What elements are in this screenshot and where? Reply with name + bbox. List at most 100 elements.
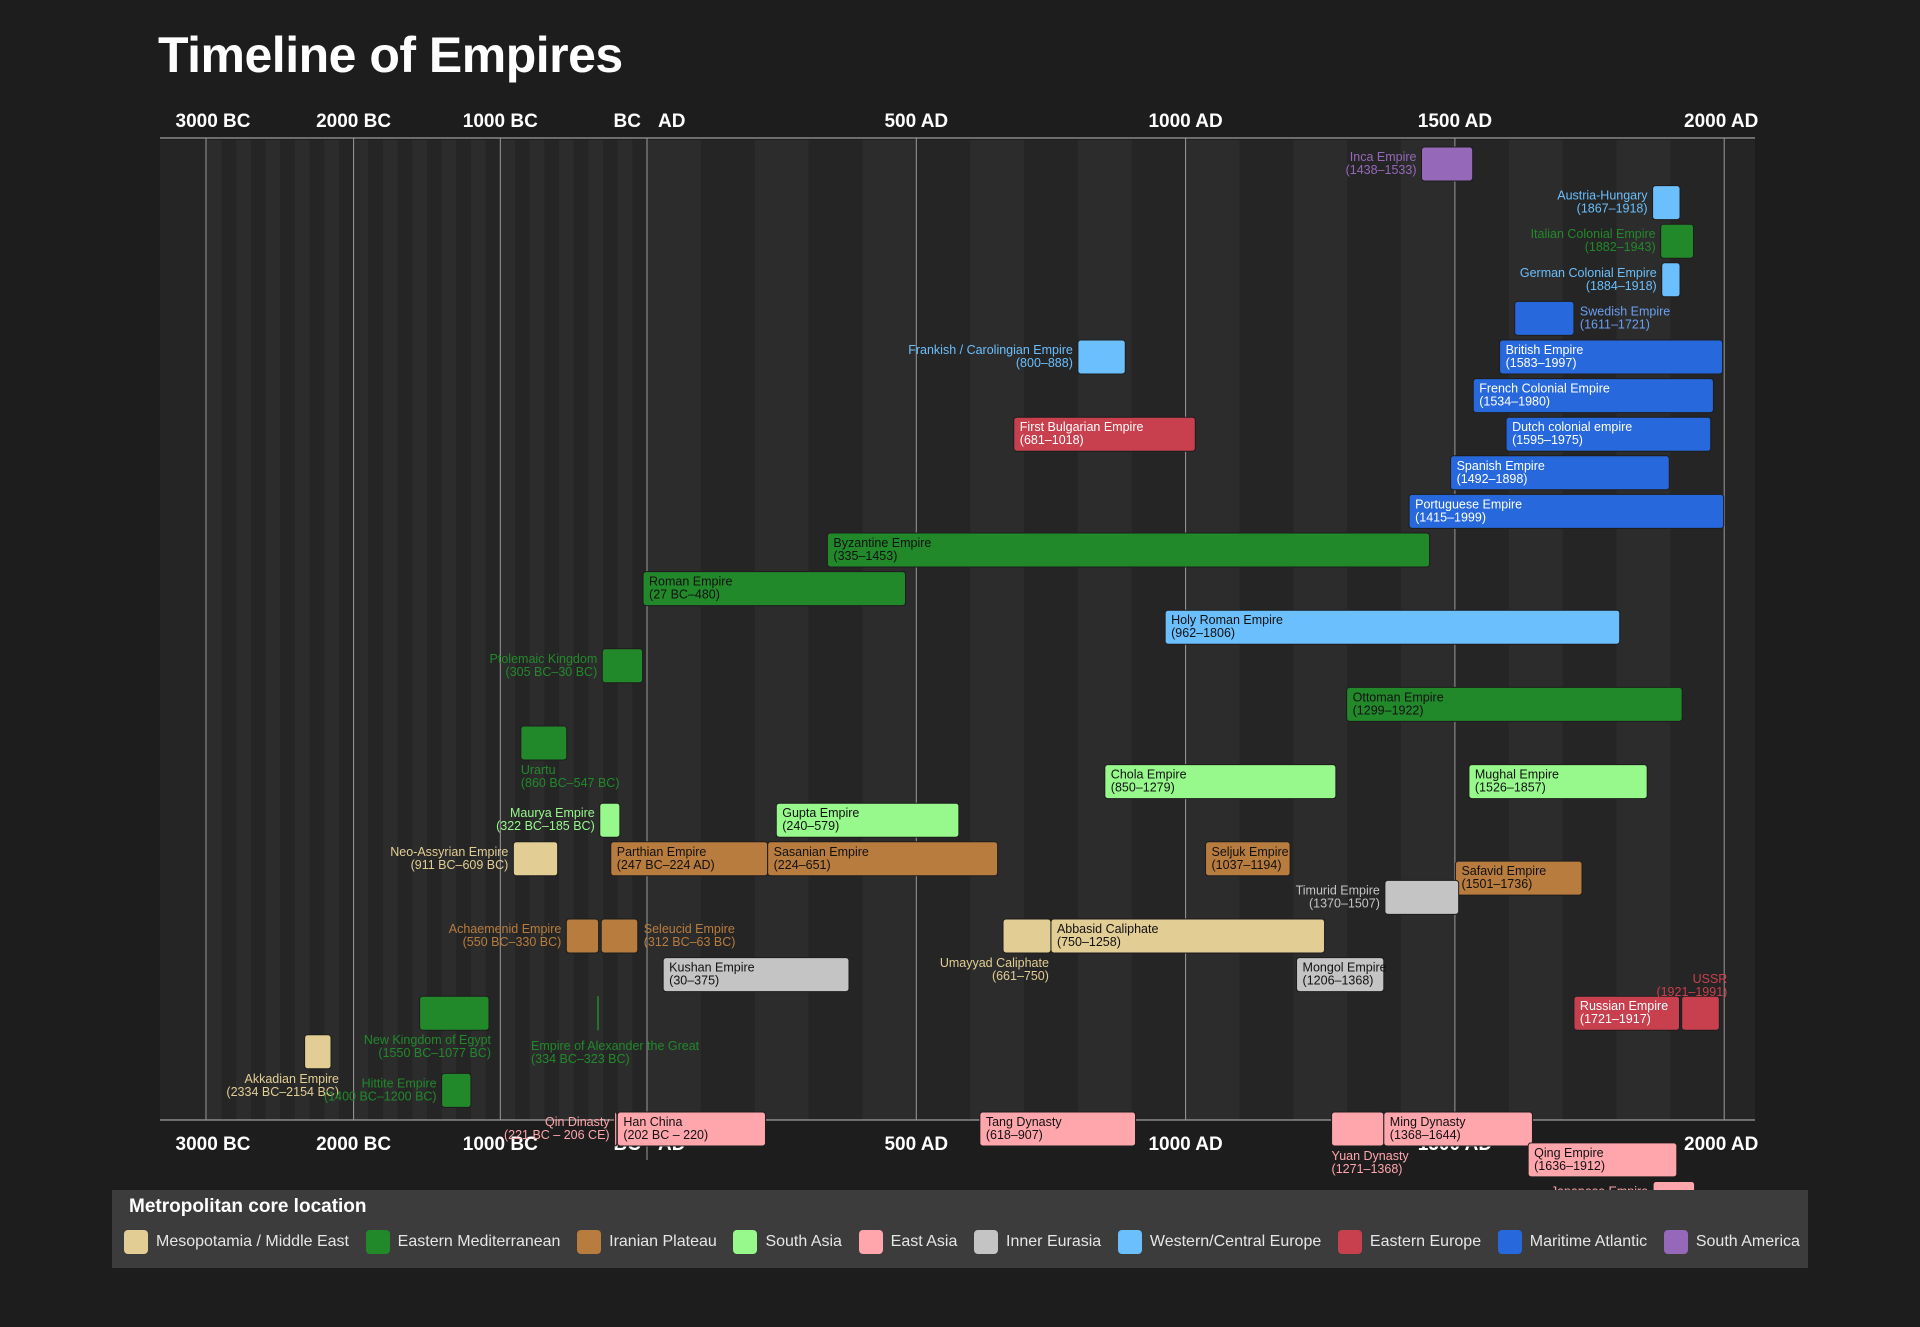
tick-label: 1000 BC — [463, 111, 538, 132]
stripe — [862, 140, 917, 1120]
empire-name: Swedish Empire — [1580, 304, 1670, 318]
empire-dates: (962–1806) — [1171, 626, 1235, 640]
empire-bar — [1499, 339, 1724, 375]
empire-bar — [512, 841, 559, 877]
empire-name: British Empire — [1506, 343, 1584, 357]
empire-dates: (221 BC – 206 CE) — [504, 1128, 610, 1142]
empire-dates: (335–1453) — [833, 549, 897, 563]
page-title: Timeline of Empires — [158, 27, 623, 83]
empire-name: Empire of Alexander the Great — [531, 1039, 700, 1053]
empire-name: Frankish / Carolingian Empire — [908, 343, 1073, 357]
tick-label: AD — [658, 111, 685, 132]
empire-name: Hittite Empire — [362, 1076, 437, 1090]
legend-item-meso: Mesopotamia / Middle East — [124, 1230, 349, 1254]
empire-name: Safavid Empire — [1461, 864, 1546, 878]
empire-bar — [1661, 262, 1681, 298]
empire-dates: (1534–1980) — [1479, 395, 1550, 409]
empire-dates: (247 BC–224 AD) — [617, 858, 715, 872]
empire-dates: (1721–1917) — [1580, 1012, 1651, 1026]
empire-name: Neo-Assyrian Empire — [390, 845, 508, 859]
empire-dates: (911 BC–609 BC) — [411, 858, 509, 872]
legend-swatch — [365, 1230, 390, 1254]
empire-bar — [1652, 1180, 1696, 1190]
empire-name: Timurid Empire — [1296, 883, 1380, 897]
empire-bar — [600, 918, 639, 954]
empire-bar — [1383, 1111, 1533, 1147]
legend-label: Maritime Atlantic — [1529, 1233, 1648, 1250]
empire-name: Seljuk Empire — [1212, 845, 1289, 859]
legend-label: Eastern Europe — [1369, 1233, 1482, 1250]
empire-name: Ptolemaic Kingdom — [490, 652, 598, 666]
legend-label: South America — [1695, 1233, 1800, 1250]
legend-swatch — [1117, 1230, 1142, 1254]
empire-name: Mongol Empire — [1303, 961, 1387, 975]
empire-dates: (30–375) — [669, 974, 719, 988]
empire-dates: (240–579) — [782, 819, 839, 833]
empire-name: Umayyad Caliphate — [940, 956, 1049, 970]
empire-name: Achaemenid Empire — [449, 922, 562, 936]
empire-dates: (322 BC–185 BC) — [496, 819, 595, 833]
empire-bar — [1527, 1142, 1678, 1178]
empire-bar — [1346, 686, 1683, 722]
tick-label: 3000 BC — [176, 111, 251, 132]
empire-name: Byzantine Empire — [833, 536, 931, 550]
empire-name: Qin Dinasty — [545, 1115, 610, 1129]
empire-name: Yuan Dynasty — [1332, 1149, 1410, 1163]
stripe — [236, 140, 251, 1120]
empire-name: Qing Empire — [1534, 1146, 1604, 1160]
legend-label: South Asia — [765, 1233, 842, 1250]
stripe — [470, 140, 486, 1120]
empire-bar — [616, 1111, 766, 1147]
stripe — [206, 140, 222, 1120]
legend-item-easia: East Asia — [858, 1230, 958, 1254]
empire-name: Roman Empire — [649, 575, 732, 589]
empire-bar — [520, 725, 568, 761]
empire-bar — [1050, 918, 1326, 954]
tick-label: 500 AD — [884, 1134, 948, 1155]
empire-dates: (550 BC–330 BC) — [463, 935, 562, 949]
legend-item-emed: Eastern Mediterranean — [365, 1230, 560, 1254]
empire-bar — [419, 995, 490, 1031]
empire-name: Holy Roman Empire — [1171, 613, 1283, 627]
empire-dates: (202 BC – 220) — [623, 1128, 708, 1142]
empire-dates: (1206–1368) — [1303, 974, 1374, 988]
empire-name: Gupta Empire — [782, 806, 859, 820]
tick-label: 1000 BC — [463, 1134, 538, 1155]
empire-dates: (334 BC–323 BC) — [531, 1052, 630, 1066]
empire-bar — [1472, 378, 1714, 414]
empire-name: Sasanian Empire — [774, 845, 869, 859]
empire-dates: (1271–1368) — [1332, 1162, 1403, 1176]
empire-name: Chola Empire — [1111, 768, 1187, 782]
legend: Metropolitan core location Mesopotamia /… — [112, 1190, 1808, 1268]
legend-swatch — [1337, 1230, 1362, 1254]
empire-dates: (1550 BC–1077 BC) — [378, 1046, 491, 1060]
empire-bar — [1013, 416, 1196, 452]
empire-name: Ming Dynasty — [1390, 1115, 1466, 1129]
empire-name: USSR — [1693, 972, 1728, 986]
empire-dates: (312 BC–63 BC) — [644, 935, 736, 949]
tick-label: 1500 AD — [1418, 111, 1492, 132]
empire-dates: (800–888) — [1016, 356, 1073, 370]
stripe — [558, 140, 574, 1120]
empire-name: Spanish Empire — [1457, 459, 1545, 473]
tick-label: 2000 BC — [316, 1134, 391, 1155]
stripe — [441, 140, 457, 1120]
empire-name: Ottoman Empire — [1353, 690, 1444, 704]
legend-label: East Asia — [890, 1233, 958, 1250]
empire-bar — [599, 802, 621, 838]
empire-dates: (661–750) — [992, 969, 1049, 983]
stripe — [617, 140, 633, 1120]
empire-name: Dutch colonial empire — [1512, 420, 1632, 434]
stripe — [754, 140, 809, 1120]
empire-name: Seleucid Empire — [644, 922, 735, 936]
empire-dates: (750–1258) — [1057, 935, 1121, 949]
empire-name: Abbasid Caliphate — [1057, 922, 1159, 936]
empire-name: Italian Colonial Empire — [1531, 227, 1656, 241]
empire-bar — [1514, 300, 1575, 336]
empire-dates: (1037–1194) — [1212, 858, 1282, 872]
stripe — [970, 140, 1025, 1120]
legend-label: Western/Central Europe — [1149, 1233, 1322, 1250]
empire-dates: (860 BC–547 BC) — [521, 776, 620, 790]
legend-swatch — [733, 1230, 758, 1254]
empire-name: Han China — [623, 1115, 682, 1129]
